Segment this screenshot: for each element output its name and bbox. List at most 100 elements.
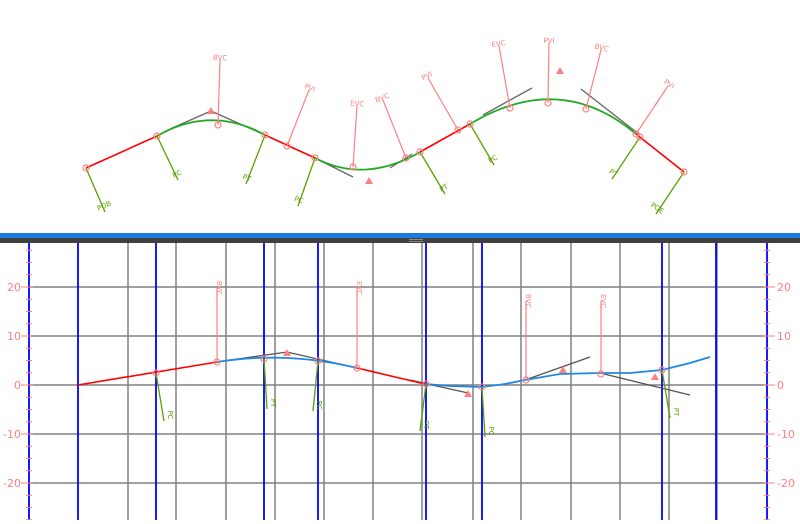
vertical-leader — [547, 42, 550, 104]
alignment-leader — [419, 383, 427, 432]
splitter-handle-bar[interactable] — [0, 238, 800, 243]
y-tick-label-right: -20 — [777, 477, 795, 490]
node-marker — [213, 358, 221, 366]
vertical-leader — [585, 49, 602, 110]
alignment-leader — [481, 386, 486, 438]
alignment-leader — [245, 134, 266, 185]
node-marker — [311, 154, 319, 162]
pi-tangent — [580, 88, 641, 136]
node-marker — [506, 104, 514, 112]
y-tick-label-right: 20 — [777, 281, 791, 294]
y-tick-label-left: -10 — [3, 428, 21, 441]
pi-triangle-icon — [559, 366, 567, 373]
alignment-point-label: PT — [422, 421, 430, 430]
vertical-point-label: PVI — [303, 82, 316, 93]
alignment-point-label: PC — [315, 400, 323, 409]
alignment-point-label: PC — [166, 410, 174, 419]
vertical-point-label: EVC — [491, 39, 506, 49]
profile-canvas[interactable]: 20 20 10 10 0 0 -10 -10 -20 -20 PC PT PC PT PC PT BVC EVC… — [0, 243, 800, 521]
grade-segment — [356, 367, 426, 385]
vertical-curve — [424, 356, 711, 388]
node-marker — [402, 154, 410, 162]
pi-triangle-icon — [207, 107, 215, 114]
node-marker — [152, 369, 160, 377]
alignment-leader — [85, 167, 106, 213]
alignment-leader — [155, 372, 165, 422]
vertical-leader — [352, 105, 358, 168]
alignment-point-label: PT — [607, 168, 619, 180]
node-marker — [454, 126, 462, 134]
y-tick-label-right: 10 — [777, 330, 791, 343]
vertical-point-label: PVI — [662, 78, 676, 91]
node-marker — [422, 380, 430, 388]
pi-tangent — [482, 87, 533, 116]
view-splitter[interactable] — [0, 233, 800, 243]
horizontal-curve — [314, 151, 421, 171]
node-marker — [283, 142, 291, 150]
alignment-point-label: PT — [241, 173, 252, 184]
vertical-point-label: BVC — [374, 92, 390, 105]
vertical-point-label: BVC — [215, 281, 223, 295]
tangent-segment — [419, 123, 471, 153]
alignment-point-label: PC — [487, 426, 495, 435]
y-tick-label-left: -20 — [3, 477, 21, 490]
y-tick-label-right: 0 — [777, 379, 784, 392]
vertical-leader — [286, 89, 310, 147]
alignment-leader — [156, 135, 179, 181]
tangent-segment — [635, 133, 685, 173]
y-tick-label-right: -10 — [777, 428, 795, 441]
pi-triangle-icon — [365, 177, 373, 184]
alignment-leader — [419, 151, 446, 195]
plan-view[interactable]: POB PC PT PC PT PC PT POE BVC PVI EVC BVC PVI EVC PVI B… — [0, 0, 800, 233]
node-marker — [680, 168, 688, 176]
pi-triangle-icon — [651, 373, 659, 380]
alignment-leader — [655, 171, 685, 215]
splitter-accent — [0, 233, 800, 238]
node-marker — [349, 163, 357, 171]
vertical-point-label: EVC — [355, 281, 363, 295]
horizontal-curve — [469, 98, 637, 135]
pvi-tangent — [524, 356, 591, 381]
y-tick-label-left: 0 — [14, 379, 21, 392]
node-marker — [632, 130, 640, 138]
node-marker — [582, 105, 590, 113]
alignment-leader — [263, 358, 268, 410]
vertical-leader — [382, 99, 407, 159]
alignment-point-label: PT — [269, 399, 277, 408]
node-marker — [261, 131, 269, 139]
vertical-point-label: BVC — [524, 294, 532, 308]
vertical-leader — [635, 85, 669, 135]
vertical-point-label: PVI — [543, 37, 554, 45]
alignment-point-label: PC — [293, 195, 304, 206]
node-marker — [214, 121, 222, 129]
y-tick-label-left: 10 — [7, 330, 21, 343]
vertical-point-label: EVC — [350, 100, 365, 109]
alignment-point-label: PT — [672, 408, 680, 417]
alignment-leader — [611, 136, 641, 180]
horizontal-curve — [156, 119, 266, 137]
pi-triangle-icon — [556, 67, 564, 74]
node-marker — [597, 370, 605, 378]
pvi-tangent — [599, 372, 691, 396]
vertical-point-label: PVI — [420, 70, 434, 82]
vertical-point-label: BVC — [594, 42, 610, 53]
alignment-leader — [661, 369, 671, 419]
vertical-leader — [427, 77, 459, 131]
node-marker — [478, 383, 486, 391]
splitter-grip-icon[interactable] — [409, 239, 423, 242]
vertical-curve — [216, 356, 358, 369]
node-marker — [522, 376, 530, 384]
tangent-segment — [85, 135, 158, 169]
alignment-point-label: PC — [171, 169, 183, 180]
node-marker — [82, 164, 90, 172]
alignment-point-label: PT — [438, 182, 450, 194]
node-marker — [353, 364, 361, 372]
alignment-leader — [469, 123, 495, 166]
profile-view[interactable]: 20 20 10 10 0 0 -10 -10 -20 -20 PC PT PC PT PC PT BVC EVC… — [0, 243, 800, 521]
node-marker — [416, 148, 424, 156]
node-marker — [544, 99, 552, 107]
node-marker — [658, 366, 666, 374]
grade-segment — [77, 361, 218, 386]
alignment-leader — [297, 157, 316, 207]
